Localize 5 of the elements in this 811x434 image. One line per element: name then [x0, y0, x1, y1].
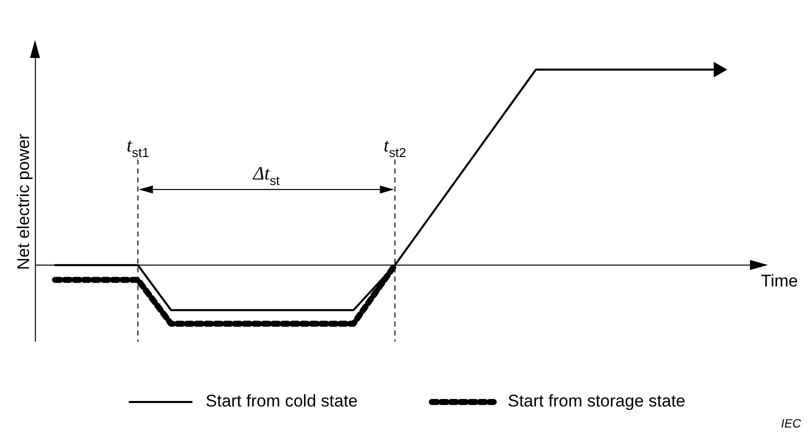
x-axis-title: Time — [760, 271, 798, 290]
text: IEC — [780, 416, 802, 430]
y-axis-title: Net electric power — [14, 133, 33, 270]
legend-label: Start from cold state — [206, 392, 358, 411]
legend-label: Start from storage state — [508, 392, 686, 411]
